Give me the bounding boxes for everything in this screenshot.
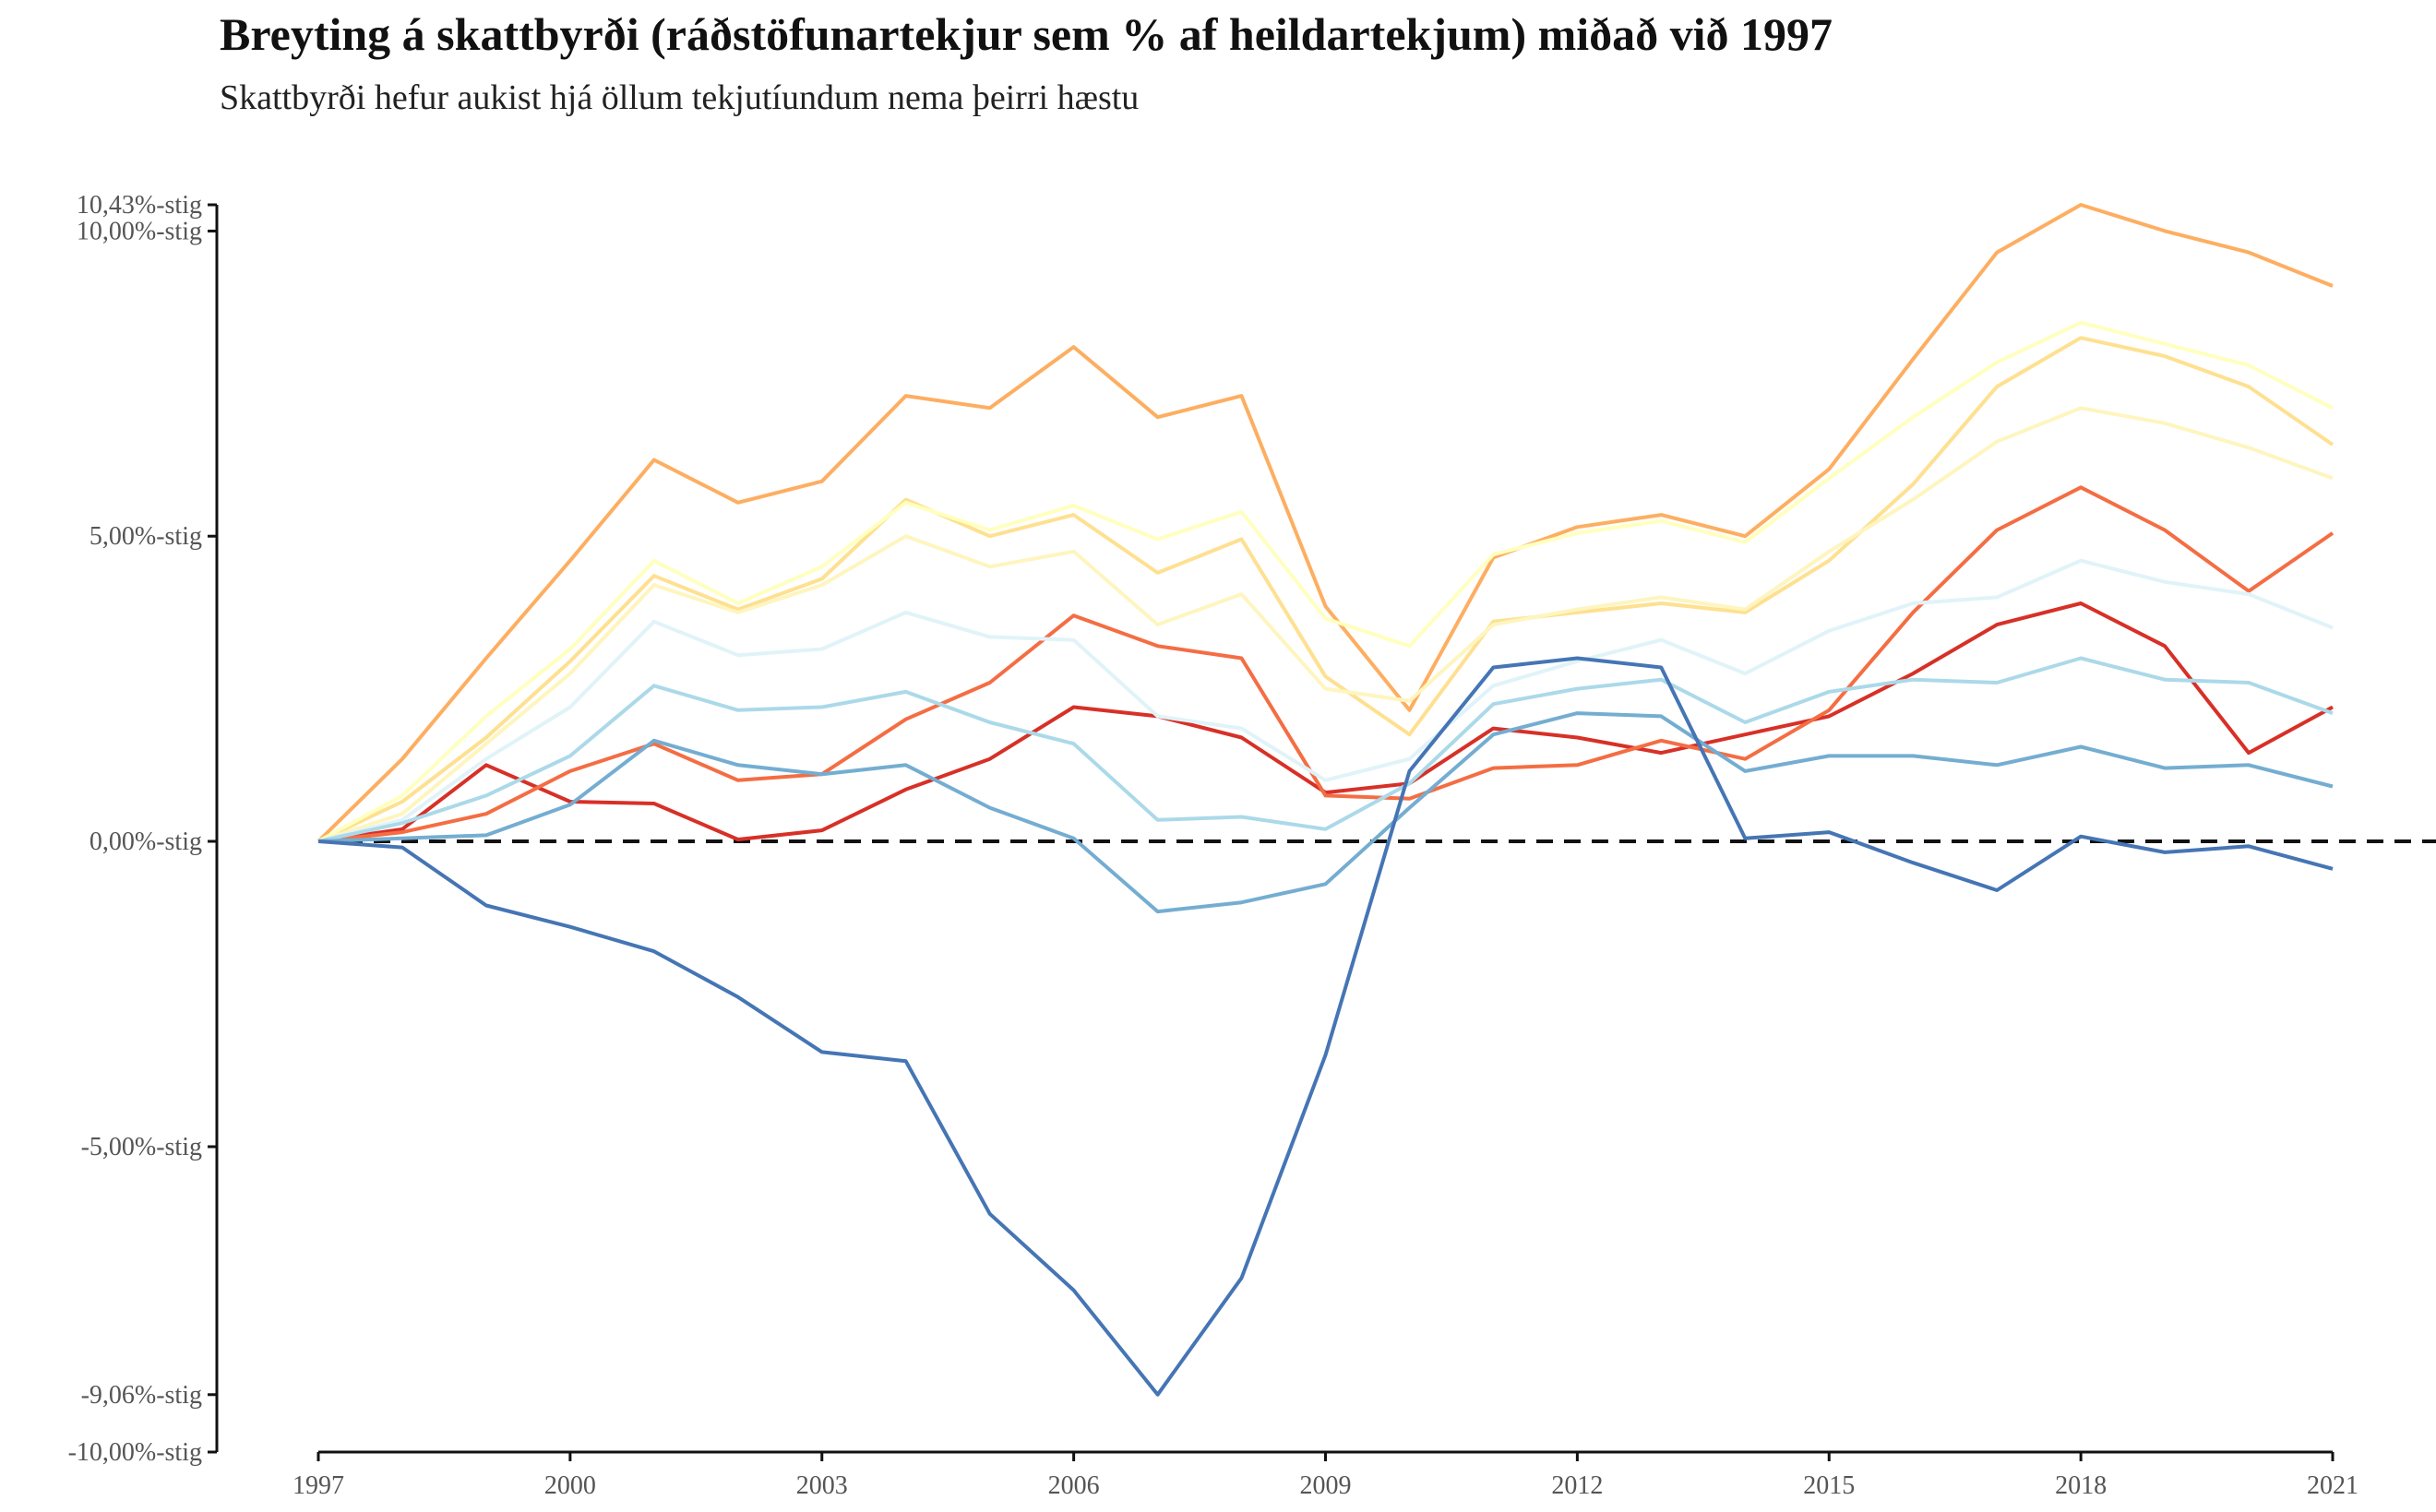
series-line-1 (317, 601, 2334, 843)
series-line-6 (317, 406, 2334, 843)
chart-title: Breyting á skattbyrði (ráðstöfunartekjur… (220, 8, 1833, 60)
x-tick-label: 2000 (544, 1471, 596, 1500)
series-line-2 (317, 485, 2334, 843)
x-tick-label: 2015 (1803, 1471, 1855, 1500)
y-tick-label: -10,00%-stig (68, 1438, 202, 1467)
x-tick-label: 2009 (1300, 1471, 1352, 1500)
y-tick-label: 10,43%-stig (77, 191, 202, 220)
y-tick-label: 5,00%-stig (90, 522, 202, 551)
series-line-7 (317, 558, 2334, 843)
y-tick-label: -5,00%-stig (81, 1133, 202, 1161)
x-tick-label: 2003 (796, 1471, 848, 1500)
series-line-9 (317, 711, 2334, 914)
chart-subtitle: Skattbyrði hefur aukist hjá öllum tekjut… (220, 78, 1140, 117)
x-tick-label: 2018 (2055, 1471, 2107, 1500)
y-tick-label: 10,00%-stig (77, 217, 202, 245)
series-line-4 (317, 336, 2334, 843)
series-lines (316, 203, 2334, 1397)
x-tick-label: 1997 (293, 1471, 344, 1500)
series-line-10 (317, 656, 2334, 1397)
y-tick-label: -9,06%-stig (81, 1381, 202, 1410)
series-line-3 (316, 203, 2334, 843)
series-line-5 (317, 320, 2334, 843)
x-tick-label: 2021 (2307, 1471, 2358, 1500)
series-line-8 (317, 656, 2334, 843)
x-tick-label: 2012 (1551, 1471, 1603, 1500)
x-tick-label: 2006 (1048, 1471, 1100, 1500)
y-tick-label: 0,00%-stig (90, 827, 202, 856)
